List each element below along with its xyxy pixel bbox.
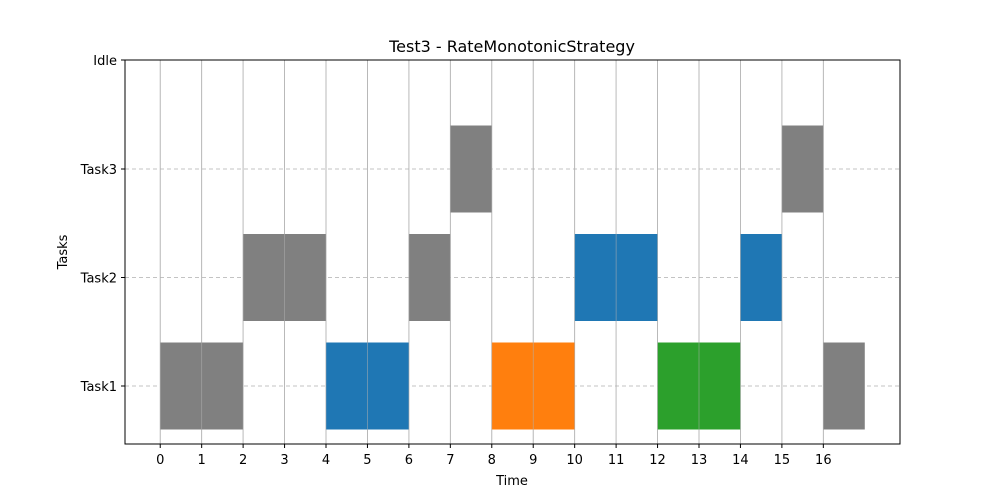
x-tick-label: 14	[732, 453, 749, 468]
x-tick-label: 13	[691, 453, 708, 468]
y-tick-label: Task1	[80, 380, 117, 395]
x-tick-label: 9	[529, 453, 537, 468]
x-tick-label: 5	[363, 453, 371, 468]
x-tick-label: 0	[156, 453, 164, 468]
y-tick-label: Task3	[80, 163, 117, 178]
x-tick-label: 7	[446, 453, 454, 468]
gantt-bar	[284, 234, 327, 321]
gantt-bar	[201, 342, 244, 430]
y-axis-label: Tasks	[56, 234, 71, 270]
gantt-bar	[533, 342, 575, 430]
x-tick-label: 4	[322, 453, 330, 468]
x-tick-label: 3	[280, 453, 288, 468]
x-tick-label: 8	[488, 453, 496, 468]
gantt-bar	[698, 342, 741, 430]
x-tick-label: 10	[566, 453, 583, 468]
x-tick-label: 6	[405, 453, 413, 468]
gantt-bar	[450, 125, 492, 213]
x-tick-label: 16	[815, 453, 832, 468]
gantt-bar	[243, 234, 285, 321]
y-tick-label: Task2	[80, 272, 117, 287]
gantt-bar	[367, 342, 409, 430]
gantt-bar	[616, 234, 658, 321]
gantt-bar	[408, 234, 451, 321]
gantt-bar	[823, 342, 865, 430]
gantt-bar	[160, 342, 202, 430]
plot-frame	[124, 59, 901, 445]
gantt-bar	[326, 342, 368, 430]
gantt-bar	[574, 234, 617, 321]
y-tick-label: Idle	[93, 54, 117, 69]
ticks: 0 1 2 3 4 5 6 7 8 9 10 11 12 13 14 15 16Task1Task2Task3I…	[80, 54, 832, 468]
x-axis-label: Time	[495, 474, 528, 489]
x-tick-label: 2	[239, 453, 247, 468]
chart-title: Test3 - RateMonotonicStrategy	[388, 37, 635, 56]
gantt-bar	[740, 234, 782, 321]
x-tick-label: 1	[198, 453, 206, 468]
gantt-bar	[657, 342, 699, 430]
x-tick-label: 12	[649, 453, 666, 468]
x-tick-label: 11	[608, 453, 625, 468]
bars	[159, 60, 865, 444]
gantt-bar	[491, 342, 534, 430]
x-tick-label: 15	[774, 453, 791, 468]
gantt-bar	[781, 125, 824, 213]
